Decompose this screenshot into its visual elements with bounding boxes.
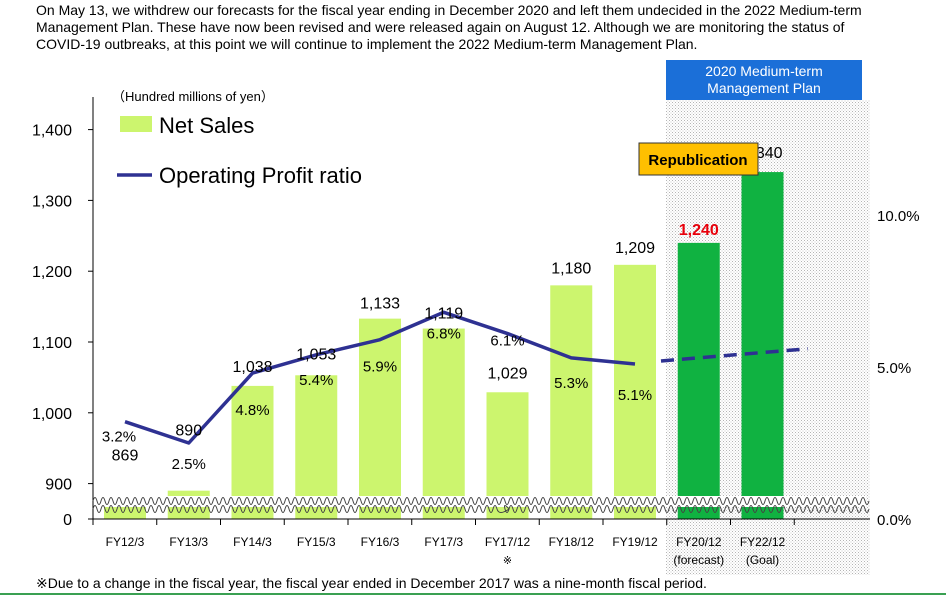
bar-FY22/12 bbox=[741, 172, 784, 519]
y-tick-label-left: 0 bbox=[63, 512, 72, 529]
plan-box-label-line2: Management Plan bbox=[707, 80, 821, 96]
legend-label-profit-ratio: Operating Profit ratio bbox=[159, 163, 362, 188]
x-tick-label: FY22/12 bbox=[740, 535, 786, 549]
bar-value-label-FY18/12: 1,180 bbox=[551, 260, 591, 277]
y-tick-label-left: 1,000 bbox=[32, 406, 72, 423]
operating-profit-line bbox=[124, 310, 636, 445]
bottom-rule bbox=[0, 593, 946, 595]
x-tick-label: FY20/12 bbox=[676, 535, 722, 549]
ratio-label-FY16/3: 5.9% bbox=[363, 359, 397, 376]
operating-profit-plan-dash bbox=[660, 347, 809, 363]
ratio-label-FY17/12: 6.1% bbox=[490, 333, 524, 350]
legend-label-net-sales: Net Sales bbox=[159, 113, 254, 138]
unit-label: （Hundred millions of yen） bbox=[112, 89, 274, 104]
bar-FY19/12 bbox=[614, 264, 656, 519]
ratio-label-FY14/3: 4.8% bbox=[235, 402, 269, 419]
ratio-label-FY12/3: 3.2% bbox=[102, 429, 136, 446]
y-tick-label-left: 1,200 bbox=[32, 264, 72, 281]
axis-break-lower bbox=[92, 505, 870, 513]
bar-value-label-FY17/12: 1,029 bbox=[487, 365, 527, 382]
bar-value-label-FY14/3: 1,038 bbox=[232, 359, 272, 376]
x-tick-sublabel: ※ bbox=[503, 555, 512, 567]
ratio-label-FY18/12: 5.3% bbox=[554, 375, 588, 392]
ratio-label-FY19/12: 5.1% bbox=[618, 387, 652, 404]
bar-value-label-FY12/3: 869 bbox=[112, 448, 139, 465]
x-tick-label: FY12/3 bbox=[106, 535, 145, 549]
plan-box-label-line1: 2020 Medium-term bbox=[705, 63, 823, 79]
bar-FY20/12 bbox=[677, 242, 720, 519]
bar-FY17/3 bbox=[422, 328, 465, 519]
ratio-label-FY17/3: 6.8% bbox=[427, 325, 461, 342]
bar-value-label-FY13/3: 890 bbox=[175, 423, 202, 440]
fiscal-year-footnote: ※Due to a change in the fiscal year, the… bbox=[36, 575, 707, 591]
intro-paragraph: On May 13, we withdrew our forecasts for… bbox=[36, 2, 862, 52]
bar-value-label-FY19/12: 1,209 bbox=[615, 240, 655, 257]
ratio-label-FY15/3: 5.4% bbox=[299, 372, 333, 389]
bar-FY15/3 bbox=[295, 375, 338, 519]
axis-break-upper bbox=[92, 497, 870, 505]
y-tick-label-left: 1,100 bbox=[32, 335, 72, 352]
y-tick-label-left: 1,400 bbox=[32, 123, 72, 140]
plan-box bbox=[666, 60, 862, 100]
x-tick-label: FY13/3 bbox=[169, 535, 208, 549]
ratio-label-FY13/3: 2.5% bbox=[172, 456, 206, 473]
x-tick-label: FY16/3 bbox=[361, 535, 400, 549]
y-tick-label-left: 900 bbox=[45, 477, 72, 494]
x-tick-sublabel: (Goal) bbox=[746, 553, 779, 567]
x-tick-sublabel: (forecast) bbox=[673, 553, 724, 567]
bar-FY16/3 bbox=[359, 318, 401, 519]
x-tick-label: FY18/12 bbox=[549, 535, 595, 549]
y-tick-label-right: 10.0% bbox=[877, 208, 920, 225]
bar-value-label-FY20/12: 1,240 bbox=[679, 222, 719, 239]
republication-label: Republication bbox=[648, 152, 747, 169]
bar-value-label-FY17/3: 1,119 bbox=[424, 306, 463, 323]
bar-value-label-FY16/3: 1,133 bbox=[360, 296, 400, 313]
y-tick-label-right: 5.0% bbox=[877, 360, 911, 377]
y-tick-label-left: 1,300 bbox=[32, 193, 72, 210]
republication-badge bbox=[638, 142, 759, 176]
bar-value-label-FY15/3: 1,053 bbox=[296, 346, 336, 363]
bar-FY12/3 bbox=[104, 505, 146, 519]
x-tick-label: FY14/3 bbox=[233, 535, 272, 549]
axis-break-gap bbox=[94, 496, 866, 507]
x-tick-label: FY15/3 bbox=[297, 535, 336, 549]
x-tick-label: FY17/12 bbox=[485, 535, 531, 549]
legend-swatch-net-sales bbox=[120, 116, 152, 132]
y-tick-label-right: 0.0% bbox=[877, 512, 911, 529]
x-tick-label: FY19/12 bbox=[612, 535, 658, 549]
x-tick-label: FY17/3 bbox=[424, 535, 463, 549]
bar-FY18/12 bbox=[550, 285, 593, 519]
